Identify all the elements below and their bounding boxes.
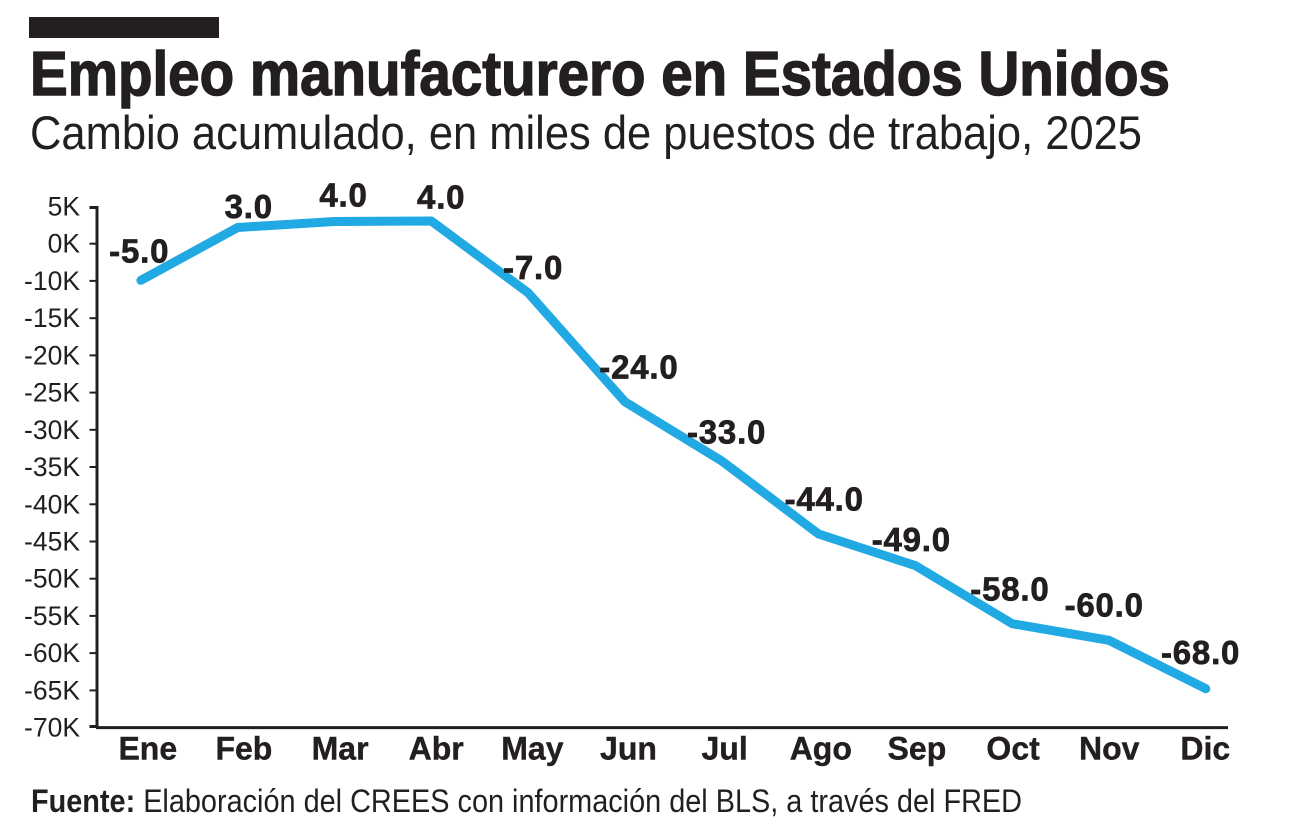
- svg-text:Sep: Sep: [888, 731, 947, 767]
- svg-text:-7.0: -7.0: [503, 249, 563, 286]
- svg-text:Jun: Jun: [600, 731, 657, 767]
- svg-text:-20K: -20K: [24, 340, 80, 370]
- svg-text:Nov: Nov: [1079, 731, 1140, 767]
- svg-text:-10K: -10K: [24, 266, 80, 296]
- svg-text:-15K: -15K: [24, 303, 80, 333]
- svg-text:Jul: Jul: [701, 731, 747, 767]
- svg-text:May: May: [501, 731, 563, 767]
- svg-text:-50K: -50K: [24, 564, 80, 594]
- svg-text:-30K: -30K: [24, 415, 80, 445]
- svg-text:0K: 0K: [48, 229, 81, 259]
- svg-text:Ago: Ago: [790, 731, 852, 767]
- svg-text:-60.0: -60.0: [1065, 586, 1144, 623]
- svg-text:-49.0: -49.0: [872, 521, 951, 558]
- svg-text:Oct: Oct: [986, 731, 1040, 767]
- svg-text:-68.0: -68.0: [1161, 634, 1240, 671]
- svg-text:4.0: 4.0: [319, 176, 367, 213]
- svg-text:-40K: -40K: [24, 489, 80, 519]
- svg-text:-70K: -70K: [24, 713, 80, 743]
- svg-text:-65K: -65K: [24, 675, 80, 705]
- svg-text:-25K: -25K: [24, 378, 80, 408]
- svg-text:-45K: -45K: [24, 527, 80, 557]
- svg-text:Empleo manufacturero en Estado: Empleo manufacturero en Estados Unidos: [30, 40, 1170, 109]
- svg-text:Abr: Abr: [409, 731, 464, 767]
- svg-text:-35K: -35K: [24, 452, 80, 482]
- svg-text:-5.0: -5.0: [109, 232, 169, 269]
- svg-text:-33.0: -33.0: [687, 414, 766, 451]
- svg-text:-55K: -55K: [24, 601, 80, 631]
- svg-text:4.0: 4.0: [417, 178, 465, 215]
- svg-text:Fuente: Elaboración del CREES: Fuente: Elaboración del CREES con inform…: [31, 783, 1022, 819]
- svg-text:-58.0: -58.0: [970, 571, 1049, 608]
- svg-text:-24.0: -24.0: [599, 348, 678, 385]
- svg-text:3.0: 3.0: [225, 188, 273, 225]
- svg-text:Cambio acumulado, en miles de: Cambio acumulado, en miles de puestos de…: [30, 106, 1142, 159]
- svg-text:5K: 5K: [48, 192, 81, 222]
- svg-text:Feb: Feb: [215, 731, 272, 767]
- svg-text:-60K: -60K: [24, 638, 80, 668]
- svg-text:-44.0: -44.0: [785, 481, 864, 518]
- svg-text:Dic: Dic: [1180, 731, 1230, 767]
- svg-text:Ene: Ene: [118, 731, 177, 767]
- svg-text:Mar: Mar: [312, 731, 369, 767]
